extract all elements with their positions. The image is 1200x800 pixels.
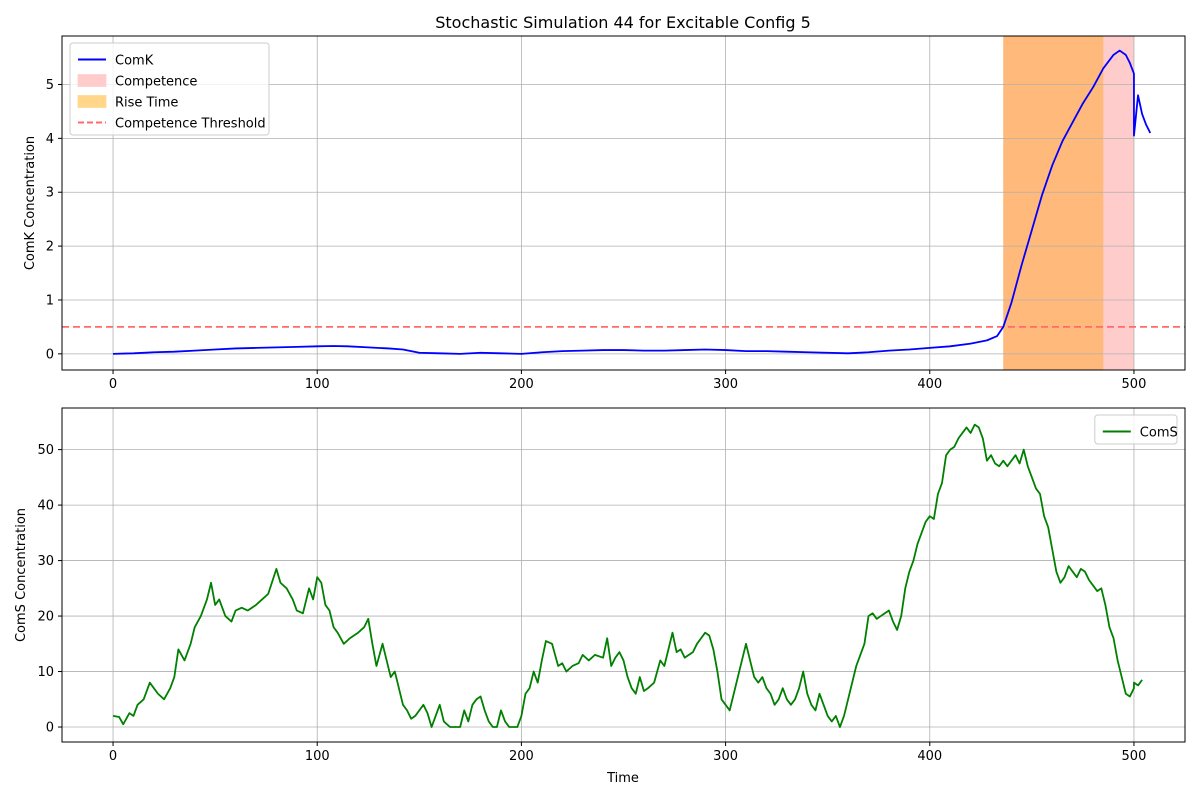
- coms-y-tick-label: 20: [37, 610, 54, 625]
- coms-panel: 0 100 200 300 400 500 0 10 20 30 40 50 ComS Concen…: [14, 407, 1186, 786]
- comk-legend-swatch-competence: [77, 74, 107, 87]
- coms-legend: ComS: [1094, 414, 1178, 445]
- coms-series-line: [112, 423, 1143, 728]
- comk-frame: [61, 35, 1186, 371]
- coms-y-tick-label: 30: [37, 554, 54, 569]
- coms-frame: [61, 407, 1186, 743]
- coms-x-tick-label: 0: [109, 749, 117, 764]
- coms-y-tick-label: 40: [37, 499, 54, 514]
- coms-grid: [62, 408, 1185, 742]
- coms-plot-area: [62, 408, 1185, 742]
- comk-x-tick-label: 300: [713, 377, 738, 392]
- comk-legend: ComK Competence Rise Time Competence Thresh…: [69, 42, 270, 136]
- coms-y-tick-label: 10: [37, 665, 54, 680]
- comk-y-tick-label: 4: [46, 132, 54, 147]
- comk-y-ticks: 0 1 2 3 4 5: [46, 78, 62, 362]
- comk-x-tick-label: 200: [509, 377, 534, 392]
- comk-y-tick-label: 0: [46, 347, 54, 362]
- coms-y-axis-label: ComS Concentration: [14, 508, 29, 642]
- comk-legend-swatch-rise-time: [77, 95, 107, 108]
- comk-y-tick-label: 2: [46, 240, 54, 255]
- comk-legend-label-comk: ComK: [115, 54, 154, 69]
- comk-legend-label-competence-threshold: Competence Threshold: [115, 117, 266, 132]
- comk-panel: 0 100 200 300 400 500 0 1 2 3 4 5 ComK Concentrati…: [23, 35, 1186, 392]
- comk-x-tick-label: 500: [1122, 377, 1147, 392]
- coms-x-ticks: 0 100 200 300 400 500: [109, 742, 1146, 764]
- coms-y-tick-label: 0: [46, 721, 54, 736]
- comk-y-axis-label: ComK Concentration: [23, 136, 38, 270]
- coms-legend-label-coms: ComS: [1140, 426, 1178, 441]
- coms-y-tick-label: 50: [37, 443, 54, 458]
- coms-x-tick-label: 100: [305, 749, 330, 764]
- chart-title: Stochastic Simulation 44 for Excitable C…: [435, 13, 811, 32]
- comk-y-tick-label: 3: [46, 186, 54, 201]
- comk-legend-box: [69, 42, 270, 136]
- coms-legend-box: [1094, 414, 1178, 445]
- comk-x-ticks: 0 100 200 300 400 500: [109, 370, 1146, 392]
- coms-x-tick-label: 500: [1122, 749, 1147, 764]
- coms-series: [112, 423, 1143, 728]
- comk-legend-label-rise-time: Rise Time: [115, 96, 178, 111]
- coms-x-axis-label: Time: [606, 771, 639, 786]
- coms-x-tick-label: 300: [713, 749, 738, 764]
- comk-legend-label-competence: Competence: [115, 75, 197, 90]
- comk-y-tick-label: 5: [46, 78, 54, 93]
- comk-x-tick-label: 0: [109, 377, 117, 392]
- comk-y-tick-label: 1: [46, 293, 54, 308]
- comk-x-tick-label: 400: [917, 377, 942, 392]
- comk-span-rise-time: [1003, 36, 1104, 370]
- comk-series-line: [113, 49, 1152, 355]
- comk-x-tick-label: 100: [305, 377, 330, 392]
- coms-x-tick-label: 400: [917, 749, 942, 764]
- comk-spans: [1003, 36, 1134, 370]
- coms-x-tick-label: 200: [509, 749, 534, 764]
- comk-series: [113, 49, 1152, 355]
- coms-y-ticks: 0 10 20 30 40 50: [37, 443, 62, 736]
